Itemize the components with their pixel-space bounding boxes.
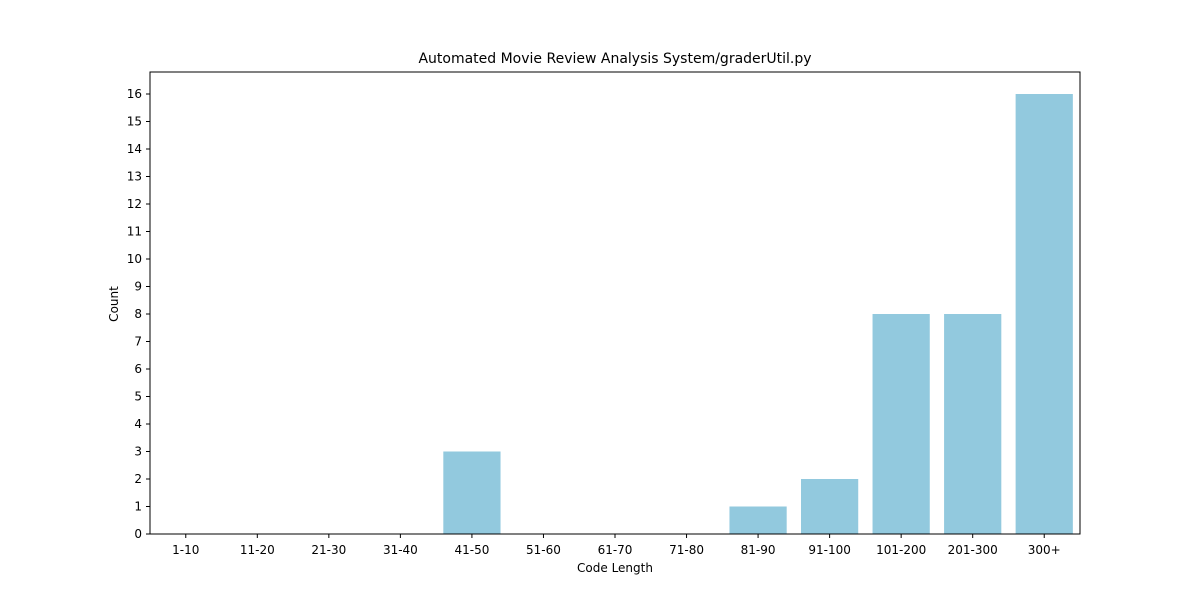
- y-tick-label: 9: [134, 280, 142, 294]
- x-tick-label: 11-20: [240, 543, 275, 557]
- y-tick-label: 3: [134, 445, 142, 459]
- bar-91-100: [801, 479, 859, 534]
- y-axis-label: Count: [107, 286, 121, 322]
- y-tick-label: 2: [134, 472, 142, 486]
- bar-81-90: [729, 506, 787, 534]
- y-tick-label: 6: [134, 362, 142, 376]
- x-tick-label: 41-50: [454, 543, 489, 557]
- y-tick-label: 8: [134, 307, 142, 321]
- x-tick-label: 201-300: [948, 543, 998, 557]
- plot-frame: [149, 71, 1081, 535]
- x-tick-label: 101-200: [876, 543, 926, 557]
- x-tick-label: 1-10: [172, 543, 199, 557]
- x-tick-label: 81-90: [741, 543, 776, 557]
- y-tick-label: 4: [134, 417, 142, 431]
- y-tick-label: 1: [134, 500, 142, 514]
- y-tick-label: 0: [134, 527, 142, 541]
- x-tick-label: 31-40: [383, 543, 418, 557]
- x-tick-label: 91-100: [808, 543, 851, 557]
- y-tick-label: 7: [134, 335, 142, 349]
- y-tick-label: 12: [127, 197, 142, 211]
- plot-area: 1-10 11-20 21-30 31-40 41-50 51-60 61-70 71-80 8…: [127, 71, 1081, 557]
- x-tick-label: 21-30: [311, 543, 346, 557]
- x-tick-label: 51-60: [526, 543, 561, 557]
- x-axis-label: Code Length: [577, 561, 653, 575]
- bar-101-200: [872, 314, 930, 534]
- chart-title: Automated Movie Review Analysis System/g…: [418, 51, 811, 67]
- y-tick-label: 16: [127, 87, 142, 101]
- x-tick-label: 61-70: [598, 543, 633, 557]
- bar-41-50: [443, 451, 501, 534]
- y-tick-label: 5: [134, 390, 142, 404]
- x-tick-label: 300+: [1028, 543, 1061, 557]
- y-tick-label: 10: [127, 252, 142, 266]
- y-tick-label: 11: [127, 225, 142, 239]
- y-tick-label: 13: [127, 170, 142, 184]
- x-tick-label: 71-80: [669, 543, 704, 557]
- y-tick-label: 15: [127, 115, 142, 129]
- y-tick-label: 14: [127, 142, 142, 156]
- bar-201-300: [944, 314, 1002, 534]
- bar-300+: [1015, 94, 1073, 534]
